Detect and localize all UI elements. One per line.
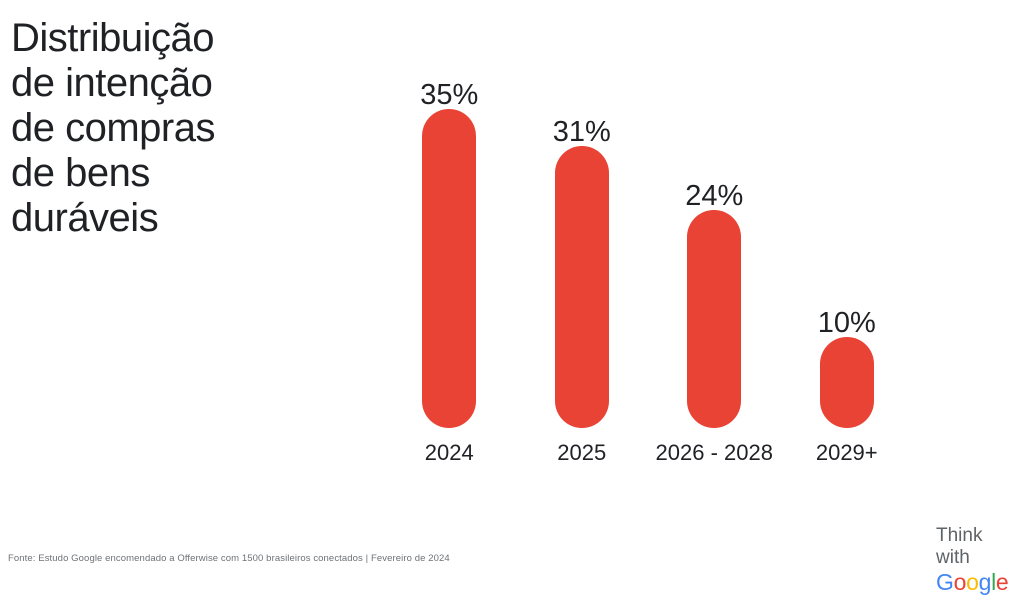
bar-category-label: 2025 <box>557 440 607 465</box>
bar-stack: 10% <box>781 0 914 428</box>
title-line: de intenção <box>11 61 213 105</box>
bar <box>422 109 477 428</box>
bar <box>819 337 874 428</box>
bar-category-label: 2026 - 2028 <box>655 440 773 465</box>
title-line: duráveis <box>11 196 159 240</box>
google-letter: G <box>936 569 954 595</box>
google-letter: l <box>991 569 996 595</box>
source-note: Fonte: Estudo Google encomendado a Offer… <box>8 553 450 564</box>
title-line: de compras <box>11 106 215 150</box>
chart-title: Distribuição de intenção de compras de b… <box>11 16 215 241</box>
logo-think-text: Think <box>936 525 983 546</box>
google-wordmark: Google <box>936 569 1009 595</box>
bar-column: 35% 2024 <box>383 0 516 470</box>
bar <box>687 210 742 428</box>
bar-chart: 35% 2024 31% 2025 24% 2026 - 2028 10% 2029+ <box>383 0 913 470</box>
bar-stack: 35% <box>383 0 516 428</box>
bar <box>554 146 609 428</box>
logo-with-text: with <box>936 547 970 568</box>
title-line: de bens <box>11 151 150 195</box>
bar-value-label: 31% <box>552 115 611 148</box>
title-line: Distribuição <box>11 16 214 60</box>
bar-column: 24% 2026 - 2028 <box>648 0 781 470</box>
bar-value-label: 10% <box>817 306 876 339</box>
bar-column: 31% 2025 <box>516 0 649 470</box>
google-letter: e <box>995 569 1009 595</box>
google-letter: o <box>966 569 979 595</box>
google-letter: g <box>978 569 992 595</box>
bar-stack: 24% <box>648 0 781 428</box>
bar-value-label: 24% <box>685 179 744 212</box>
bar-stack: 31% <box>516 0 649 428</box>
bar-value-label: 35% <box>420 78 479 111</box>
bar-category-label: 2024 <box>424 440 474 465</box>
bar-column: 10% 2029+ <box>781 0 914 470</box>
google-letter: o <box>953 569 967 595</box>
think-with-google-logo: Think with Google <box>936 525 1009 595</box>
bar-category-label: 2029+ <box>815 440 878 465</box>
